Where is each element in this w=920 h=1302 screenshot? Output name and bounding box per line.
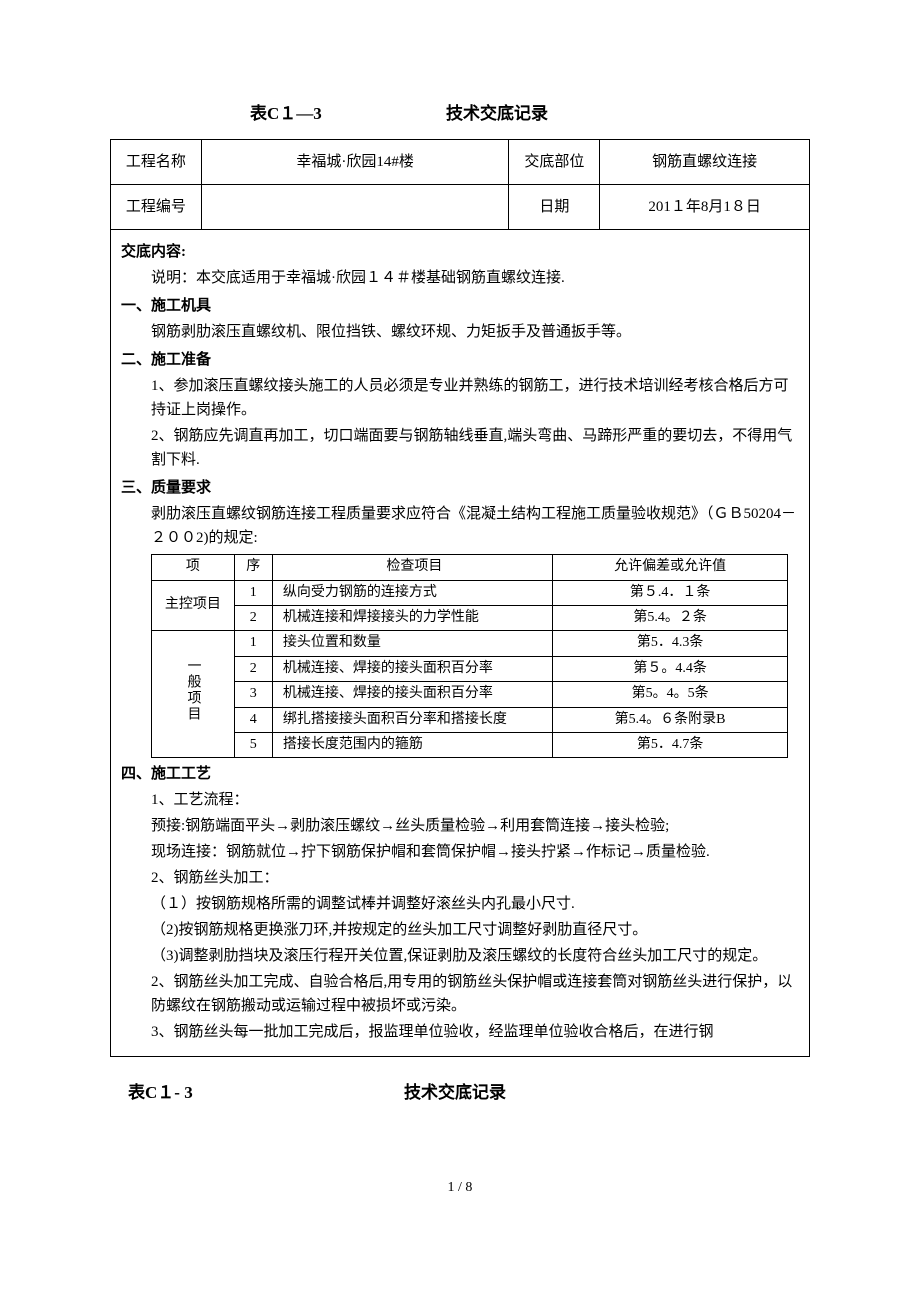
table-row: 4 绑扎搭接接头面积百分率和搭接长度 第5.4。６条附录B — [152, 707, 788, 732]
group-1-label: 主控项目 — [152, 580, 235, 631]
table-row: 一般项目 1 接头位置和数量 第5．4.3条 — [152, 631, 788, 656]
row-item: 机械连接、焊接的接头面积百分率 — [272, 682, 552, 707]
footer-title-row: 表C１- 3 技术交底记录 — [110, 1079, 810, 1106]
intro-text: 说明：本交底适用于幸福城·欣园１４＃楼基础钢筋直螺纹连接. — [121, 266, 799, 290]
table-row: 3 机械连接、焊接的接头面积百分率 第5。4。5条 — [152, 682, 788, 707]
row-val: 第5．4.3条 — [552, 631, 787, 656]
document-title-row: 表C１—3 技术交底记录 — [110, 100, 810, 127]
footer-table-code: 表C１- 3 — [110, 1079, 404, 1106]
row-item: 接头位置和数量 — [272, 631, 552, 656]
section-4-p4: 2、钢筋丝头加工： — [121, 866, 799, 890]
row-item: 机械连接、焊接的接头面积百分率 — [272, 656, 552, 681]
col-header-3: 检查项目 — [272, 555, 552, 580]
table-row: 2 机械连接和焊接接头的力学性能 第5.4。２条 — [152, 605, 788, 630]
row-item: 绑扎搭接接头面积百分率和搭接长度 — [272, 707, 552, 732]
row-item: 搭接长度范围内的箍筋 — [272, 732, 552, 757]
section-2-title: 二、施工准备 — [121, 348, 799, 372]
row-item: 机械连接和焊接接头的力学性能 — [272, 605, 552, 630]
row-seq: 2 — [234, 605, 272, 630]
project-name-value: 幸福城·欣园14#楼 — [201, 140, 509, 185]
row-val: 第5.4。６条附录B — [552, 707, 787, 732]
section-4-p3: 现场连接：钢筋就位→拧下钢筋保护帽和套筒保护帽→接头拧紧→作标记→质量检验. — [121, 840, 799, 864]
main-table: 工程名称 幸福城·欣园14#楼 交底部位 钢筋直螺纹连接 工程编号 日期 201… — [110, 139, 810, 1057]
section-4-p8: 2、钢筋丝头加工完成、自验合格后,用专用的钢筋丝头保护帽或连接套筒对钢筋丝头进行… — [121, 970, 799, 1018]
footer-document-title: 技术交底记录 — [404, 1079, 810, 1106]
row-seq: 1 — [234, 631, 272, 656]
header-row-2: 工程编号 日期 201１年8月1８日 — [111, 185, 810, 230]
row-seq: 1 — [234, 580, 272, 605]
section-3-title: 三、质量要求 — [121, 476, 799, 500]
section-4-p7: （3)调整剥肋挡块及滚压行程开关位置,保证剥肋及滚压螺纹的长度符合丝头加工尺寸的… — [121, 944, 799, 968]
inspection-header-row: 项 序 检查项目 允许偏差或允许值 — [152, 555, 788, 580]
section-4-p2: 预接:钢筋端面平头→剥肋滚压螺纹→丝头质量检验→利用套筒连接→接头检验; — [121, 814, 799, 838]
row-val: 第5．4.7条 — [552, 732, 787, 757]
row-seq: 2 — [234, 656, 272, 681]
row-val: 第5.4。２条 — [552, 605, 787, 630]
table-row: 2 机械连接、焊接的接头面积百分率 第５。4.4条 — [152, 656, 788, 681]
row-item: 纵向受力钢筋的连接方式 — [272, 580, 552, 605]
section-4-p5: （１）按钢筋规格所需的调整试棒并调整好滚丝头内孔最小尺寸. — [121, 892, 799, 916]
position-label: 交底部位 — [509, 140, 600, 185]
content-header: 交底内容: — [121, 240, 799, 264]
content-cell: 交底内容: 说明：本交底适用于幸福城·欣园１４＃楼基础钢筋直螺纹连接. 一、施工… — [111, 230, 810, 1057]
section-3-intro: 剥肋滚压直螺纹钢筋连接工程质量要求应符合《混凝土结构工程施工质量验收规范》（ＧＢ… — [121, 502, 799, 550]
row-val: 第5。4。5条 — [552, 682, 787, 707]
project-no-label: 工程编号 — [111, 185, 202, 230]
project-name-label: 工程名称 — [111, 140, 202, 185]
col-header-2: 序 — [234, 555, 272, 580]
section-2-p1: 1、参加滚压直螺纹接头施工的人员必须是专业并熟练的钢筋工，进行技术培训经考核合格… — [121, 374, 799, 422]
table-code: 表C１—3 — [110, 100, 446, 127]
col-header-1: 项 — [152, 555, 235, 580]
row-seq: 4 — [234, 707, 272, 732]
section-4-p9: 3、钢筋丝头每一批加工完成后，报监理单位验收，经监理单位验收合格后，在进行钢 — [121, 1020, 799, 1044]
col-header-4: 允许偏差或允许值 — [552, 555, 787, 580]
section-4-title: 四、施工工艺 — [121, 762, 799, 786]
position-value: 钢筋直螺纹连接 — [600, 140, 810, 185]
content-row: 交底内容: 说明：本交底适用于幸福城·欣园１４＃楼基础钢筋直螺纹连接. 一、施工… — [111, 230, 810, 1057]
section-2-p2: 2、钢筋应先调直再加工，切口端面要与钢筋轴线垂直,端头弯曲、马蹄形严重的要切去，… — [121, 424, 799, 472]
row-val: 第５。4.4条 — [552, 656, 787, 681]
section-1-body: 钢筋剥肋滚压直螺纹机、限位挡铁、螺纹环规、力矩扳手及普通扳手等。 — [121, 320, 799, 344]
inspection-table: 项 序 检查项目 允许偏差或允许值 主控项目 1 纵向受力钢筋的连接方式 第５.… — [151, 554, 788, 758]
row-seq: 5 — [234, 732, 272, 757]
section-1-title: 一、施工机具 — [121, 294, 799, 318]
section-4-p6: （2)按钢筋规格更换涨刀环,并按规定的丝头加工尺寸调整好剥肋直径尺寸。 — [121, 918, 799, 942]
table-row: 5 搭接长度范围内的箍筋 第5．4.7条 — [152, 732, 788, 757]
page-number: 1 / 8 — [110, 1177, 810, 1199]
header-row-1: 工程名称 幸福城·欣园14#楼 交底部位 钢筋直螺纹连接 — [111, 140, 810, 185]
document-title: 技术交底记录 — [446, 100, 810, 127]
section-4-p1: 1、工艺流程： — [121, 788, 799, 812]
table-row: 主控项目 1 纵向受力钢筋的连接方式 第５.4．１条 — [152, 580, 788, 605]
row-seq: 3 — [234, 682, 272, 707]
group-2-label: 一般项目 — [152, 631, 235, 758]
group-2-label-text: 一般项目 — [185, 658, 200, 722]
date-label: 日期 — [509, 185, 600, 230]
project-no-value — [201, 185, 509, 230]
row-val: 第５.4．１条 — [552, 580, 787, 605]
date-value: 201１年8月1８日 — [600, 185, 810, 230]
